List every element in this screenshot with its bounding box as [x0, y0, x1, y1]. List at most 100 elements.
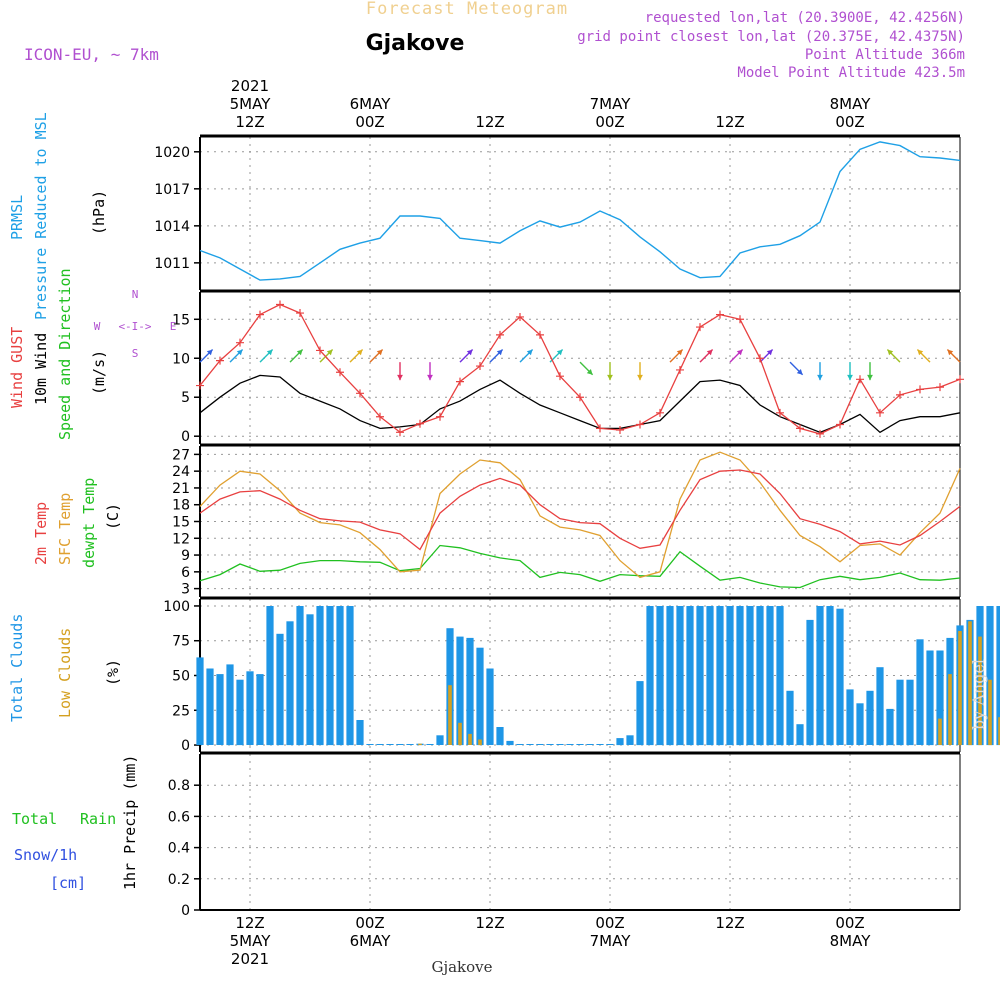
y-tick-label: 21: [172, 481, 190, 497]
time-label: 2021: [231, 77, 269, 95]
y-tick-label: 0: [181, 738, 190, 754]
grid-point-coords: grid point closest lon,lat (20.375E, 42.…: [577, 29, 965, 45]
credit-watermark: by Angel: [969, 659, 988, 730]
total-clouds-bar: [476, 647, 484, 746]
total-clouds-bar: [686, 606, 694, 746]
prmsl-label: PRMSL: [8, 195, 26, 240]
time-label: 6MAY: [350, 95, 392, 113]
total-clouds-bar: [886, 708, 894, 746]
total-clouds-bar: [736, 606, 744, 746]
pressure-series-line: [199, 141, 961, 281]
total-clouds-bar: [276, 633, 284, 746]
time-label: 8MAY: [830, 95, 872, 113]
y-tick-label: 15: [172, 312, 190, 328]
compass-n: N: [132, 288, 139, 301]
total-clouds-bar: [916, 639, 924, 745]
gust-marker: [236, 338, 244, 347]
total-clouds-bar: [576, 744, 584, 745]
gust-marker: [316, 346, 324, 355]
total-clouds-bar: [746, 606, 754, 746]
wind-dir-arrowhead: [917, 349, 924, 356]
total-clouds-bar: [996, 606, 1000, 746]
low-clouds-bar: [458, 722, 462, 746]
total-clouds-bar: [866, 690, 874, 745]
gust-marker: [856, 375, 864, 384]
low-clouds-bar: [478, 739, 482, 746]
total-clouds-bar: [316, 606, 324, 746]
wind-dir-arrowhead: [676, 349, 683, 356]
total-clouds-bar: [716, 606, 724, 746]
low-clouds-bar: [418, 743, 422, 746]
total-clouds-bar: [366, 744, 374, 745]
y-tick-label: 10: [172, 351, 190, 367]
total-clouds-bar: [906, 679, 914, 746]
time-label: 7MAY: [590, 95, 632, 113]
time-label: 12Z: [715, 113, 744, 131]
y-tick-label: 24: [172, 464, 190, 480]
wind-dir-arrowhead: [296, 349, 303, 356]
time-label: 5MAY: [230, 95, 272, 113]
wind-dir-arrowhead: [947, 349, 954, 356]
y-tick-label: 0.6: [168, 809, 190, 825]
low-clouds-bar: [958, 631, 962, 746]
dewpt-label: dewpt Temp: [80, 478, 98, 568]
footer-location: Gjakove: [431, 958, 492, 976]
wind-dir-arrowhead: [466, 349, 473, 356]
precip-unit-label: 1hr Precip (mm): [121, 755, 139, 890]
model-altitude: Model Point Altitude 423.5m: [737, 65, 965, 81]
total-clouds-bar: [336, 606, 344, 746]
total-clouds-bar: [816, 606, 824, 746]
total-clouds-bar: [456, 636, 464, 746]
wind-dir-arrowhead: [266, 349, 273, 356]
gust-marker: [216, 356, 224, 365]
gust-marker: [416, 419, 424, 428]
wind-dir-arrowhead: [867, 374, 873, 381]
gust-marker: [276, 300, 284, 309]
total-clouds-bar: [386, 744, 394, 745]
time-label: 00Z: [835, 914, 864, 932]
y-tick-label: 1020: [154, 145, 190, 161]
total-clouds-bar: [876, 667, 884, 746]
y-tick-label: 50: [172, 669, 190, 685]
wind-dir-arrowhead: [706, 349, 713, 356]
gust-marker: [336, 368, 344, 377]
gust-marker: [516, 312, 524, 321]
y-tick-label: 18: [172, 498, 190, 514]
total-clouds-bar: [356, 720, 364, 745]
total-clouds-bar: [206, 668, 214, 745]
total-clouds-bar: [426, 744, 434, 745]
y-tick-label: 0: [181, 903, 190, 919]
wind-dir-arrowhead: [796, 369, 803, 375]
total-clouds-bar: [606, 744, 614, 745]
total-clouds-bar: [896, 679, 904, 746]
time-label: 12Z: [475, 113, 504, 131]
total-clouds-bar: [196, 657, 204, 745]
total-clouds-bar: [406, 744, 414, 745]
left-labels: PRMSL Pressure Reduced to MSL (hPa) Wind…: [8, 112, 176, 892]
total-clouds-bar: [546, 744, 554, 745]
gust-marker: [656, 408, 664, 417]
total-clouds-bar: [296, 606, 304, 746]
snow-label: Snow/1h: [14, 846, 77, 864]
y-tick-label: 9: [181, 548, 190, 564]
total-clouds-bar: [526, 744, 534, 745]
y-tick-label: 25: [172, 703, 190, 719]
wind-dir-arrowhead: [526, 349, 533, 356]
total-clouds-bar: [396, 744, 404, 745]
total-clouds-bar: [516, 744, 524, 745]
y-tick-label: 0.4: [168, 841, 190, 857]
wind-dir-arrowhead: [326, 349, 333, 356]
wind-dir-arrowhead: [496, 349, 503, 356]
compass-arrow: <-I->: [118, 320, 151, 333]
t2m-label: 2m Temp: [32, 502, 50, 565]
wind-dir-arrowhead: [206, 349, 213, 356]
time-label: 5MAY: [230, 932, 272, 950]
wind-panel: 0 5 10 15: [172, 289, 964, 445]
low-clouds-bar: [948, 674, 952, 745]
gust-marker: [616, 425, 624, 434]
time-label: 6MAY: [350, 932, 392, 950]
time-label: 00Z: [595, 914, 624, 932]
total-clouds-bar: [626, 735, 634, 745]
compass-rose: N S W E <-I->: [94, 288, 177, 360]
